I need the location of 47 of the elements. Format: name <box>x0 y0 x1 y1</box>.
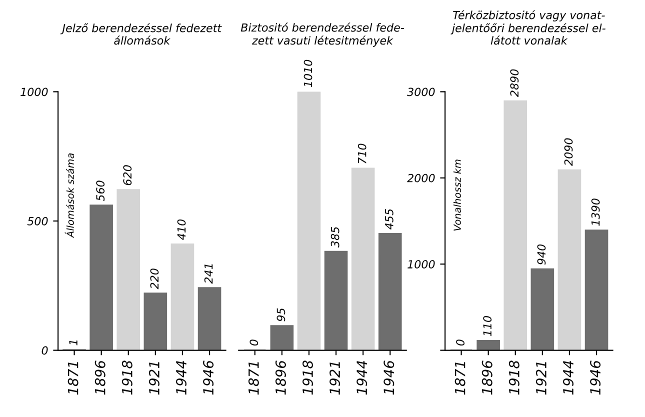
y-axis-title: Állomások száma <box>64 153 74 238</box>
x-tick-label: 1921 <box>148 362 160 395</box>
data-label: 95 <box>276 308 286 322</box>
x-tick-label: 1944 <box>562 360 574 395</box>
x-tick-label: 1896 <box>275 360 286 395</box>
data-label: 241 <box>204 264 213 284</box>
x-tick-label: 1944 <box>356 360 368 395</box>
y-tick-label: 3000 <box>407 88 435 96</box>
x-tick-label: 1896 <box>482 360 492 395</box>
x-tick-label: 1946 <box>590 360 601 395</box>
data-label: 620 <box>123 165 132 186</box>
x-tick-label: 1921 <box>330 362 340 395</box>
data-label: 560 <box>96 180 105 202</box>
data-label: 0 <box>250 340 258 346</box>
data-label: 0 <box>456 340 465 346</box>
data-label: 710 <box>358 144 366 164</box>
x-tick-label: 1918 <box>122 360 132 395</box>
x-tick-label: 1918 <box>302 360 314 395</box>
chart-title: Biztositó berendezéssel fede- zett vasuti létesitmények <box>240 22 404 47</box>
y-tick-label: 2000 <box>407 174 435 182</box>
x-tick-label: 1944 <box>176 360 187 395</box>
data-label: 2890 <box>510 69 519 98</box>
data-label: 2090 <box>564 138 573 166</box>
x-tick-label: 1871 <box>68 362 78 395</box>
data-label: 385 <box>330 226 340 248</box>
data-label: 110 <box>483 316 492 336</box>
chart-title: Jelző berendezéssel fedezett állomások <box>60 23 222 45</box>
x-tick-label: 1871 <box>454 362 466 395</box>
x-tick-label: 1921 <box>536 362 546 395</box>
data-label: 455 <box>385 209 394 230</box>
y-tick-label: 0 <box>42 346 48 355</box>
x-tick-label: 1946 <box>384 360 394 395</box>
y-tick-label: 1000 <box>408 260 435 268</box>
data-label: 1 <box>69 340 78 346</box>
x-tick-label: 1871 <box>248 362 259 395</box>
chart-title: Térközbiztositó vagy vonat- jelentőőri berendezéssel el- látott vonalak <box>450 10 606 45</box>
y-tick-label: 500 <box>27 216 48 226</box>
x-tick-label: 1896 <box>94 360 106 395</box>
data-label: 940 <box>537 244 546 265</box>
x-tick-label: 1918 <box>508 360 520 395</box>
x-tick-label: 1946 <box>203 360 214 395</box>
data-label: 220 <box>150 268 159 290</box>
data-label: 1390 <box>591 198 600 226</box>
data-label: 1010 <box>304 60 312 88</box>
data-label: 410 <box>177 219 186 240</box>
y-axis-title: Vonalhossz km <box>453 160 461 231</box>
y-tick-label: 1000 <box>20 88 48 96</box>
